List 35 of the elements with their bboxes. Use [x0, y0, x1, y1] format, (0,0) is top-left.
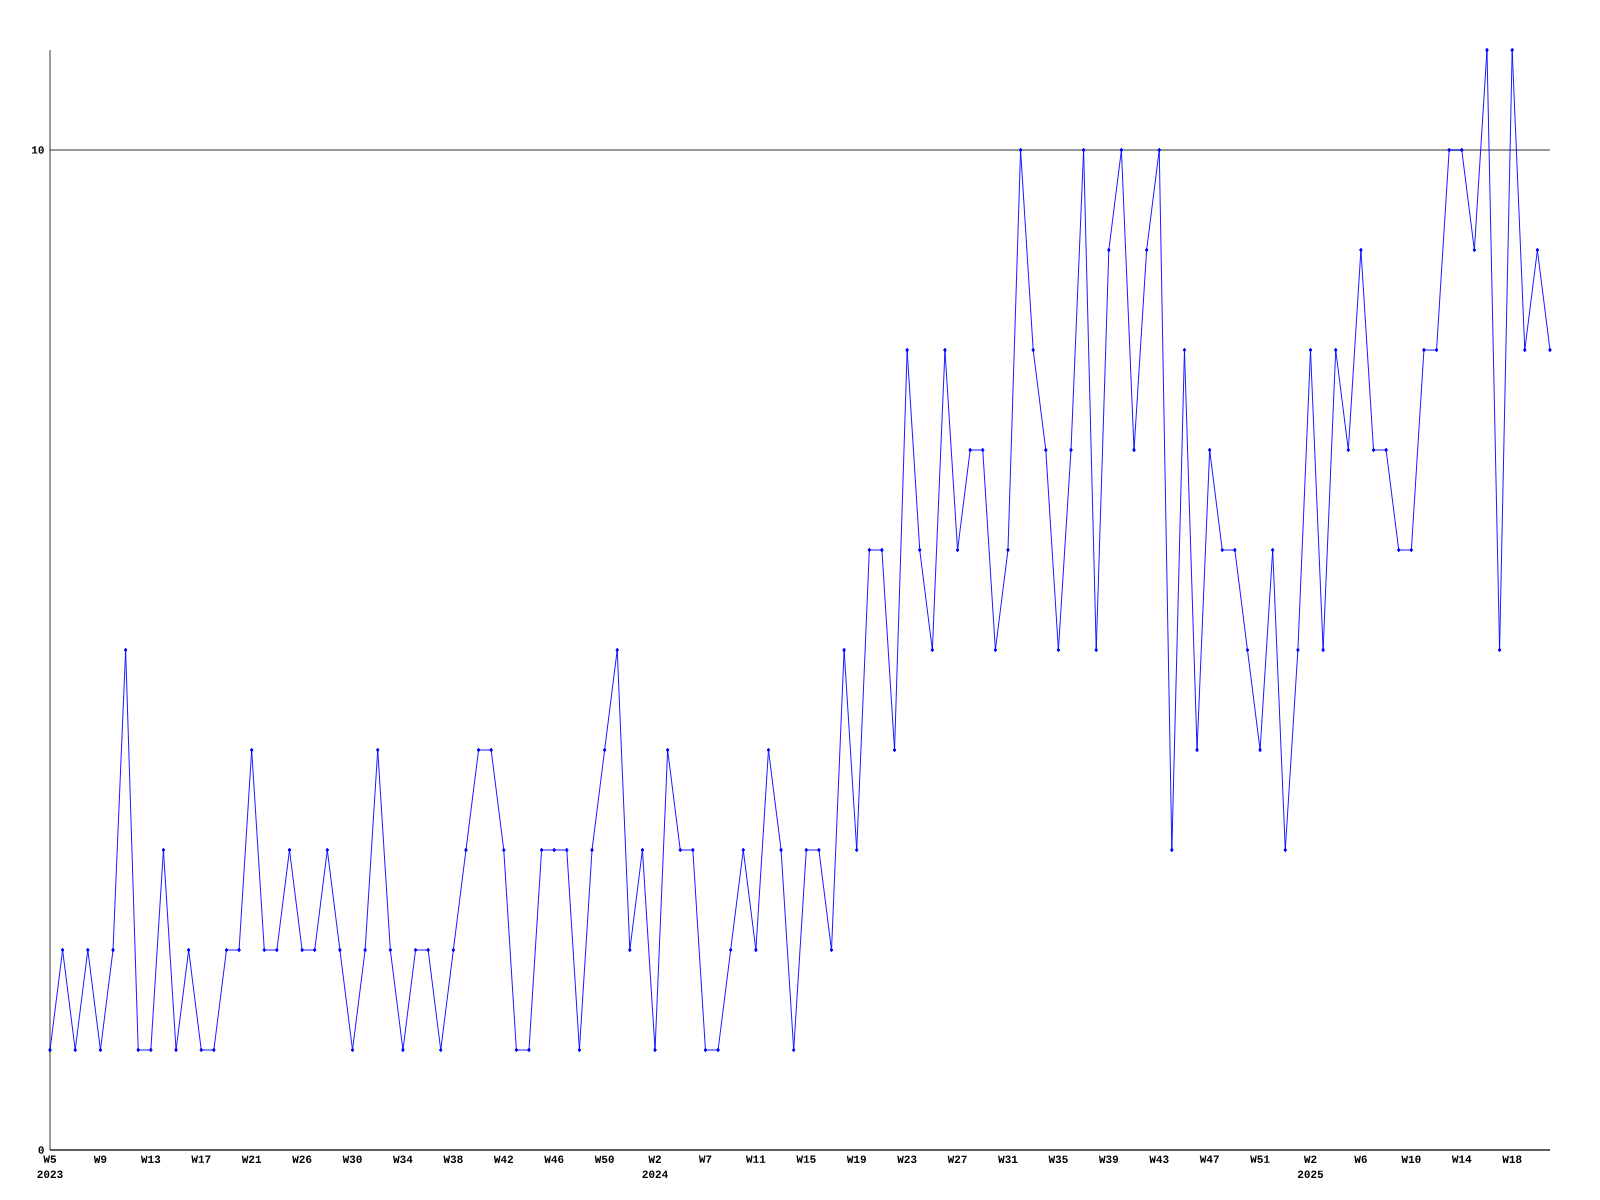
x-tick-label: W47: [1199, 1155, 1219, 1163]
x-tick-label: W17: [191, 1155, 211, 1163]
text: 2024: [642, 1170, 668, 1178]
x-tick-label: W31: [998, 1155, 1018, 1163]
x-tick-label: W6: [1354, 1155, 1367, 1163]
x-tick-label: W50: [594, 1155, 614, 1163]
x-tick-label: W35: [1048, 1155, 1068, 1163]
y-tick-label: 10: [32, 146, 44, 154]
y-tick-label: 0: [38, 1146, 44, 1154]
text: 2023: [37, 1170, 63, 1178]
text: 2025: [1297, 1170, 1324, 1178]
x-tick-label: W26: [292, 1155, 312, 1163]
x-tick-label: W21: [241, 1155, 262, 1163]
x-tick-label: W7: [698, 1155, 712, 1163]
x-tick-label: W43: [1149, 1155, 1169, 1163]
x-tick-label: W19: [846, 1155, 866, 1163]
x-tick-label: W18: [1502, 1155, 1522, 1163]
x-tick-label: W11: [745, 1155, 766, 1163]
x-tick-label: W2: [648, 1155, 661, 1163]
x-tick-label: W2: [1303, 1155, 1317, 1163]
x-tick-label: W38: [443, 1155, 463, 1163]
x-tick-label: W10: [1401, 1155, 1421, 1163]
x-tick-label: W39: [1098, 1155, 1119, 1163]
x-tick-label: W13: [140, 1155, 161, 1163]
x-tick-label: W23: [897, 1155, 917, 1163]
x-tick-label: W30: [342, 1155, 362, 1163]
x-tick-label: W14: [1451, 1155, 1472, 1163]
x-tick-label: W27: [947, 1155, 967, 1163]
x-tick-label: W9: [93, 1155, 107, 1163]
x-tick-label: W51: [1250, 1155, 1270, 1163]
x-tick-label: W5: [43, 1155, 57, 1163]
x-tick-label: W34: [393, 1155, 413, 1163]
x-tick-label: W46: [544, 1155, 564, 1163]
x-tick-label: W15: [796, 1155, 816, 1163]
x-tick-label: W42: [493, 1155, 514, 1163]
